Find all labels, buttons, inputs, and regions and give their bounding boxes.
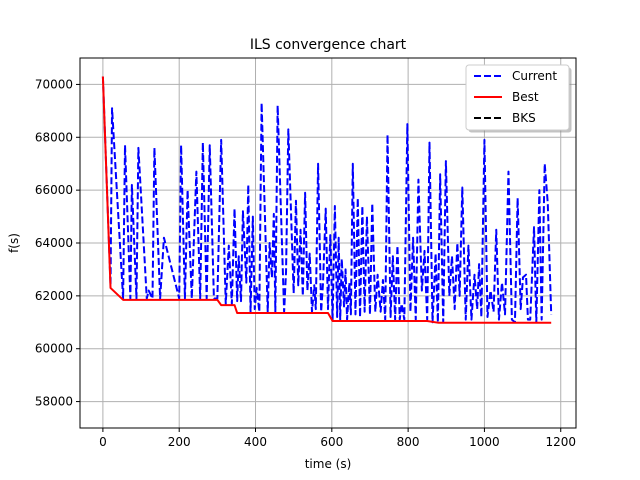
x-tick-label: 0 <box>99 435 107 449</box>
x-axis-label: time (s) <box>305 457 352 471</box>
x-tick-label: 400 <box>244 435 267 449</box>
legend-label-bks: BKS <box>512 111 536 125</box>
series-line-current <box>101 76 553 324</box>
y-tick-label: 68000 <box>35 130 73 144</box>
x-tick-label: 600 <box>320 435 343 449</box>
legend-label-best: Best <box>512 90 539 104</box>
x-tick-label: 1200 <box>545 435 576 449</box>
legend-box <box>465 64 570 131</box>
ticks: 0 200 400 600 800 1000 1200 58000 60000 62000 6400… <box>35 77 576 449</box>
series-layer <box>101 76 553 324</box>
y-tick-label: 60000 <box>35 342 73 356</box>
y-tick-label: 62000 <box>35 289 73 303</box>
legend-label-current: Current <box>512 69 557 83</box>
y-axis-label: f(s) <box>7 233 21 253</box>
x-tick-label: 1000 <box>469 435 500 449</box>
legend: Current Best BKS <box>465 64 572 133</box>
series-line-best <box>101 76 552 324</box>
y-tick-label: 70000 <box>35 77 73 91</box>
y-tick-label: 58000 <box>35 395 73 409</box>
chart-title: ILS convergence chart <box>250 37 407 53</box>
y-tick-label: 64000 <box>35 236 73 250</box>
y-tick-label: 66000 <box>35 183 73 197</box>
x-tick-label: 200 <box>168 435 191 449</box>
x-tick-label: 800 <box>397 435 420 449</box>
